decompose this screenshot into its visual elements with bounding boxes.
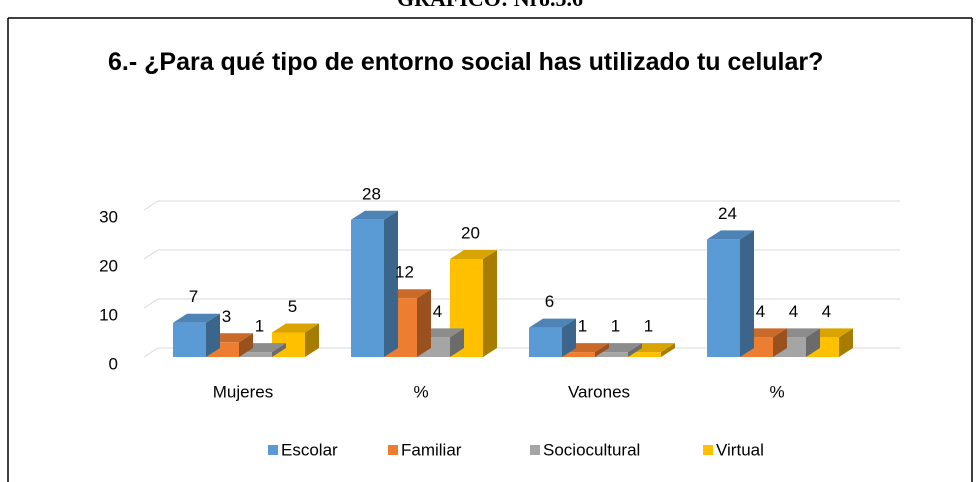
bar (351, 219, 384, 357)
legend-label: Familiar (401, 440, 462, 459)
bar (239, 352, 272, 357)
y-tick-label: 0 (109, 354, 118, 373)
y-tick-label: 30 (99, 207, 118, 226)
data-label: 28 (362, 184, 381, 203)
grid-line (143, 347, 159, 358)
bar-side (628, 343, 642, 357)
bar-top (351, 210, 398, 220)
bar-side (661, 343, 675, 357)
legend-swatch (268, 445, 278, 455)
bar (529, 327, 562, 357)
data-label: 4 (789, 302, 798, 321)
x-tick-label: Mujeres (213, 382, 273, 401)
bar-side (450, 328, 464, 357)
bar-side (206, 313, 220, 357)
legend-swatch (530, 445, 540, 455)
data-label: 1 (578, 317, 587, 336)
grid-line (143, 298, 159, 309)
caption: GRAFICO: Nro.5.6 (0, 0, 980, 12)
data-label: 20 (461, 223, 480, 242)
bar-side (773, 328, 787, 357)
bar-side (483, 250, 497, 357)
data-label: 3 (222, 307, 231, 326)
bar-side (417, 289, 431, 357)
x-tick-label: % (769, 382, 784, 401)
grid-line (143, 249, 159, 260)
data-label: 6 (545, 292, 554, 311)
data-label: 7 (189, 287, 198, 306)
data-label: 12 (395, 263, 414, 282)
data-label: 1 (611, 317, 620, 336)
x-tick-label: Varones (568, 382, 630, 401)
y-tick-label: 20 (99, 256, 118, 275)
bar (628, 352, 661, 357)
legend-swatch (703, 445, 713, 455)
bar (707, 239, 740, 357)
data-label: 5 (288, 297, 297, 316)
data-label: 4 (756, 302, 765, 321)
bar-side (595, 343, 609, 357)
chart-title: 6.- ¿Para qué tipo de entorno social has… (108, 48, 824, 76)
bar-top (173, 313, 220, 323)
bar-top (450, 250, 497, 259)
bar-side (562, 318, 576, 357)
bar-side (305, 323, 319, 357)
data-label: 24 (718, 204, 737, 223)
grid-line (143, 200, 159, 211)
legend-label: Virtual (716, 440, 764, 459)
data-label: 4 (433, 302, 442, 321)
bar-top (272, 323, 319, 333)
bar-top (529, 318, 576, 328)
data-label: 4 (822, 302, 831, 321)
bar (562, 352, 595, 357)
y-tick-label: 10 (99, 305, 118, 324)
bar-top (707, 230, 754, 240)
legend-label: Escolar (281, 440, 338, 459)
bar-side (839, 328, 853, 357)
legend-label: Sociocultural (543, 440, 640, 459)
data-label: 1 (255, 317, 264, 336)
bar-side (806, 328, 820, 357)
legend-swatch (388, 445, 398, 455)
data-label: 1 (644, 317, 653, 336)
bar-side (740, 230, 754, 357)
bar-side (272, 343, 286, 357)
bar-side (384, 210, 398, 357)
x-tick-label: % (413, 382, 428, 401)
bar (595, 352, 628, 357)
bar (173, 322, 206, 357)
bar-side (239, 333, 253, 357)
